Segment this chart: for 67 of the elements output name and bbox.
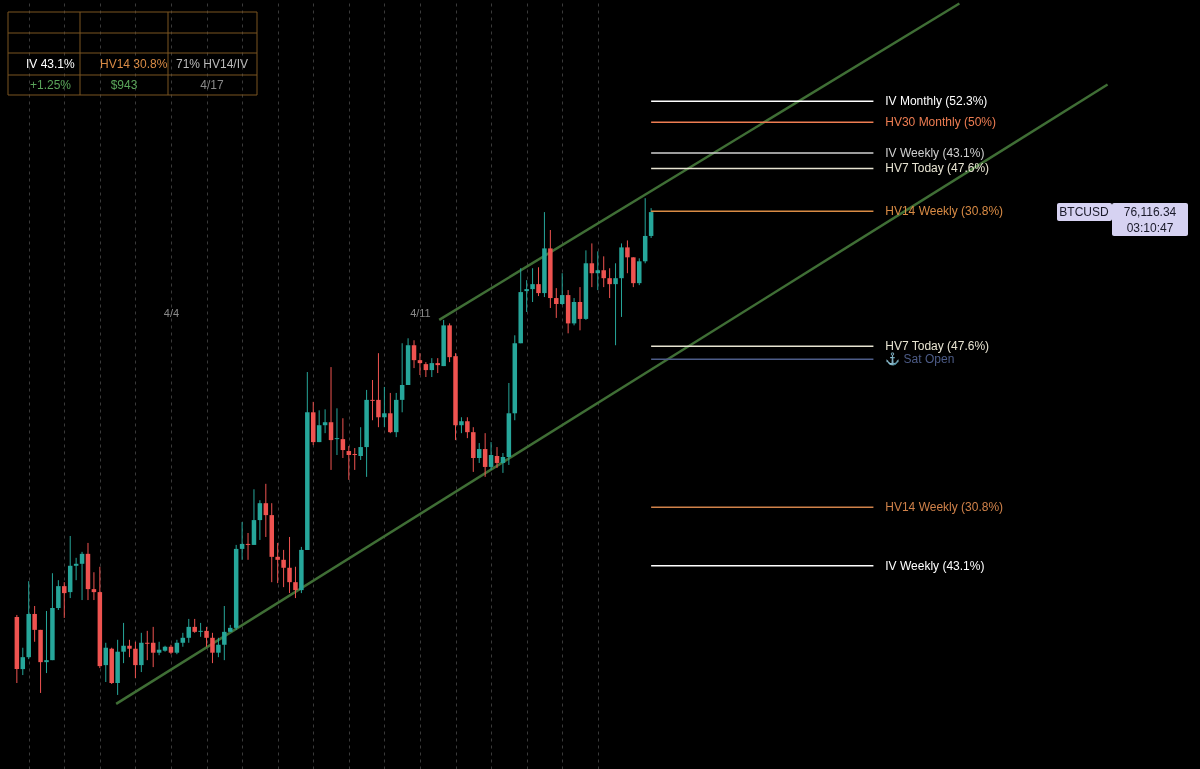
candlestick	[429, 357, 435, 378]
candlestick	[204, 626, 209, 648]
text: 71% HV14/IV	[176, 57, 249, 71]
candlestick	[156, 641, 162, 656]
candlestick	[56, 579, 61, 611]
candlestick	[595, 250, 601, 291]
text: HV14 30.8%	[100, 57, 168, 71]
candlestick	[417, 352, 423, 376]
candlestick	[625, 239, 630, 274]
candlestick	[32, 605, 37, 643]
ref-line-label: IV Weekly (43.1%)	[885, 558, 985, 573]
candlestick	[411, 339, 417, 369]
candlestick	[239, 521, 245, 561]
candlestick	[465, 416, 470, 439]
candlestick	[607, 267, 612, 299]
candlestick	[62, 581, 67, 619]
candlestick	[554, 287, 559, 319]
candlestick	[340, 417, 346, 459]
candlestick	[91, 571, 97, 601]
candlestick	[322, 408, 328, 434]
ref-line-label: HV14 Weekly (30.8%)	[885, 204, 1004, 219]
candlestick	[524, 279, 529, 313]
candlestick	[536, 266, 541, 297]
candlestick	[382, 386, 387, 428]
candlestick	[287, 536, 292, 594]
candlestick	[275, 542, 280, 584]
candlestick	[222, 605, 227, 661]
ref-line-label: HV14 Weekly (30.8%)	[885, 500, 1004, 515]
ref-line-label: ⚓ Sat Open	[885, 352, 955, 367]
candlestick	[210, 632, 215, 664]
annotation: BTCUSD	[1059, 205, 1109, 219]
text: 4/17	[200, 78, 224, 92]
candlestick	[358, 426, 363, 461]
candlestick	[559, 272, 565, 306]
annotation: 76,116.34	[1123, 205, 1177, 219]
candlestick	[328, 366, 334, 471]
candlestick	[133, 641, 138, 679]
ref-line-label: HV30 Monthly (50%)	[885, 115, 996, 130]
ref-line-label: IV Weekly (43.1%)	[885, 146, 985, 161]
candlestick	[198, 622, 203, 638]
text: IV 43.1%	[26, 57, 76, 71]
x-tick-label: 4/4	[163, 306, 180, 319]
candlestick	[482, 432, 488, 478]
candlestick	[637, 257, 642, 286]
candlestick	[399, 342, 405, 413]
text: +1.25%	[30, 78, 72, 92]
text: $943	[110, 78, 138, 92]
candlestick	[388, 392, 393, 434]
candlestick	[648, 207, 654, 239]
candlestick	[530, 267, 535, 303]
candlestick	[281, 549, 286, 588]
candlestick	[186, 618, 192, 644]
candlestick	[334, 407, 340, 456]
x-tick-label: 4/11	[410, 306, 431, 319]
ref-line-label: HV7 Today (47.6%)	[885, 161, 990, 176]
candlestick	[245, 532, 251, 561]
annotation: 03:10:47	[1126, 221, 1174, 235]
candlestick	[476, 442, 482, 464]
candlestick	[293, 566, 298, 599]
ref-line-label: IV Monthly (52.3%)	[885, 94, 988, 109]
candlestick	[121, 622, 126, 664]
candlestick	[601, 255, 606, 288]
candlestick	[44, 610, 49, 674]
candlestick	[494, 446, 500, 469]
candlestick	[613, 262, 618, 346]
candlestick	[216, 637, 221, 658]
candlestick	[139, 632, 144, 673]
